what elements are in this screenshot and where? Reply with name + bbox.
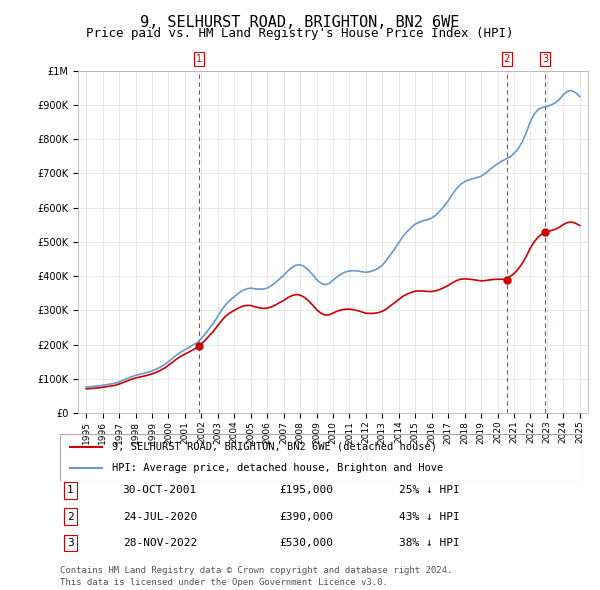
Text: 28-NOV-2022: 28-NOV-2022 (122, 538, 197, 548)
Text: 9, SELHURST ROAD, BRIGHTON, BN2 6WE (detached house): 9, SELHURST ROAD, BRIGHTON, BN2 6WE (det… (112, 442, 437, 452)
Text: 43% ↓ HPI: 43% ↓ HPI (400, 512, 460, 522)
Text: 25% ↓ HPI: 25% ↓ HPI (400, 486, 460, 496)
Text: Contains HM Land Registry data © Crown copyright and database right 2024.: Contains HM Land Registry data © Crown c… (60, 566, 452, 575)
Text: 1: 1 (67, 486, 74, 496)
Text: Price paid vs. HM Land Registry's House Price Index (HPI): Price paid vs. HM Land Registry's House … (86, 27, 514, 40)
Text: £390,000: £390,000 (279, 512, 333, 522)
Text: 2: 2 (67, 512, 74, 522)
Text: £195,000: £195,000 (279, 486, 333, 496)
Text: 30-OCT-2001: 30-OCT-2001 (122, 486, 197, 496)
Text: £530,000: £530,000 (279, 538, 333, 548)
Text: 3: 3 (67, 538, 74, 548)
Text: 38% ↓ HPI: 38% ↓ HPI (400, 538, 460, 548)
Text: HPI: Average price, detached house, Brighton and Hove: HPI: Average price, detached house, Brig… (112, 463, 443, 473)
Text: 24-JUL-2020: 24-JUL-2020 (122, 512, 197, 522)
Text: 1: 1 (196, 54, 202, 64)
Text: 9, SELHURST ROAD, BRIGHTON, BN2 6WE: 9, SELHURST ROAD, BRIGHTON, BN2 6WE (140, 15, 460, 30)
Text: This data is licensed under the Open Government Licence v3.0.: This data is licensed under the Open Gov… (60, 578, 388, 587)
Text: 2: 2 (503, 54, 510, 64)
Text: 3: 3 (542, 54, 548, 64)
